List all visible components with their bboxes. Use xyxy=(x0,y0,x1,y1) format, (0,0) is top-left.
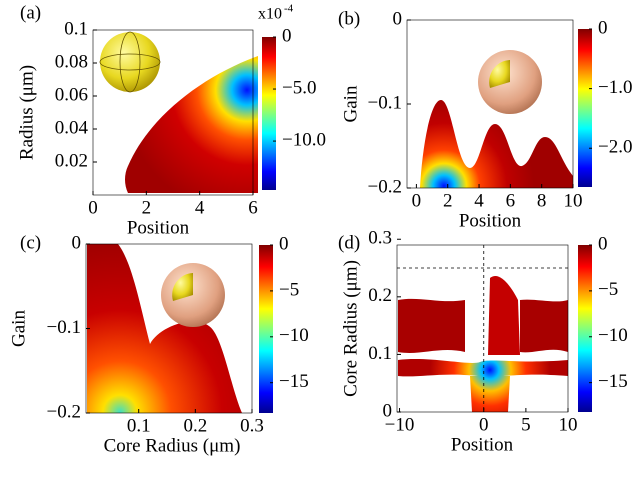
x-axis-label: Position xyxy=(451,434,514,455)
field-shapes xyxy=(87,56,573,413)
y-tick-label: 0.08 xyxy=(55,51,88,72)
x-tick-label: 8 xyxy=(537,190,547,211)
colorbar-tick-label: 0 xyxy=(598,233,608,254)
colorbar-tick-label: 0 xyxy=(279,233,289,254)
y-tick-label: 0.06 xyxy=(55,84,88,105)
colorbar xyxy=(259,245,273,413)
y-tick-label: −0.1 xyxy=(47,317,81,338)
y-axis-label: Gain xyxy=(340,85,361,122)
colorbar-tick-label: −10.0 xyxy=(282,129,326,150)
x-tick-label: 4 xyxy=(474,190,484,211)
y-tick-label: 0 xyxy=(383,400,393,421)
colorbar xyxy=(262,37,276,190)
x-tick-label: 10 xyxy=(564,190,583,211)
x-tick-label: 0 xyxy=(88,197,98,218)
y-tick-label: −0.2 xyxy=(47,401,81,422)
y-tick-label: −0.1 xyxy=(368,92,402,113)
x-tick-label: 0 xyxy=(412,190,422,211)
y-tick-label: 0 xyxy=(393,8,403,29)
colorbar-tick-label: −5.0 xyxy=(282,77,316,98)
y-tick-label: 0.2 xyxy=(368,285,392,306)
colorbar-multiplier: x10 xyxy=(258,6,282,23)
y-axis-label: Core Radius (μm) xyxy=(340,260,361,397)
colorbar xyxy=(578,245,592,412)
sphere-a-line xyxy=(119,31,141,93)
x-tick-label: 2 xyxy=(142,197,152,218)
field-a xyxy=(125,56,258,193)
x-tick-label: 0 xyxy=(479,414,489,435)
y-tick-label: −0.2 xyxy=(368,176,402,197)
colorbar-tick-label: 0 xyxy=(282,25,292,46)
y-axis-label: Radius (μm) xyxy=(16,65,37,160)
colorbar-tick-label: −15 xyxy=(279,371,309,392)
y-tick-label: 0 xyxy=(72,232,82,253)
x-tick-label: 6 xyxy=(506,190,516,211)
y-axis-label: Gain xyxy=(8,310,29,347)
x-tick-label: 2 xyxy=(443,190,453,211)
x-axis-label: Position xyxy=(127,217,190,238)
colorbar-tick-label: −5 xyxy=(598,279,618,300)
colorbar-tick-label: −15 xyxy=(598,371,628,392)
colorbar-tick-label: −2.0 xyxy=(598,137,632,158)
x-tick-label: 4 xyxy=(195,197,205,218)
colorbar-tick-label: −10 xyxy=(598,325,628,346)
plot-frame xyxy=(92,29,254,196)
x-tick-label: −10 xyxy=(385,414,415,435)
x-tick-label: 10 xyxy=(559,414,578,435)
colorbar-tick-label: −5 xyxy=(279,279,299,300)
x-tick-label: 5 xyxy=(521,414,531,435)
sphere-b-core xyxy=(489,60,510,88)
colorbar-tick-label: −1.0 xyxy=(598,77,632,98)
panel-label: (a) xyxy=(20,2,41,23)
field-d xyxy=(398,276,568,412)
panel-label: (b) xyxy=(338,8,360,29)
y-tick-label: 0.1 xyxy=(368,343,392,364)
plot-frame xyxy=(396,244,569,413)
field-b xyxy=(420,100,573,188)
sphere-c-core xyxy=(172,273,193,301)
panel-label: (c) xyxy=(20,232,41,253)
y-tick-label: 0.02 xyxy=(55,150,88,171)
y-tick-label: 0.1 xyxy=(64,18,88,39)
sphere-a xyxy=(100,32,160,92)
colorbar-tick-label: −10 xyxy=(279,325,309,346)
x-tick-label: 0.3 xyxy=(240,415,264,436)
x-tick-label: 6 xyxy=(248,197,258,218)
sphere-a-line xyxy=(99,53,161,71)
x-axis-label: Position xyxy=(459,210,522,231)
colorbar xyxy=(578,29,592,187)
x-tick-label: 0.2 xyxy=(183,415,207,436)
x-tick-label: 0.1 xyxy=(127,415,151,436)
field-c xyxy=(87,244,242,413)
panel-label: (d) xyxy=(338,232,360,253)
y-tick-label: 0.04 xyxy=(55,117,89,138)
inset-spheres xyxy=(99,31,542,327)
colorbar-tick-label: 0 xyxy=(598,17,608,38)
y-tick-label: 0.3 xyxy=(368,228,392,249)
x-axis-label: Core Radius (μm) xyxy=(104,435,241,456)
colorbar-exponent: -4 xyxy=(284,3,294,15)
